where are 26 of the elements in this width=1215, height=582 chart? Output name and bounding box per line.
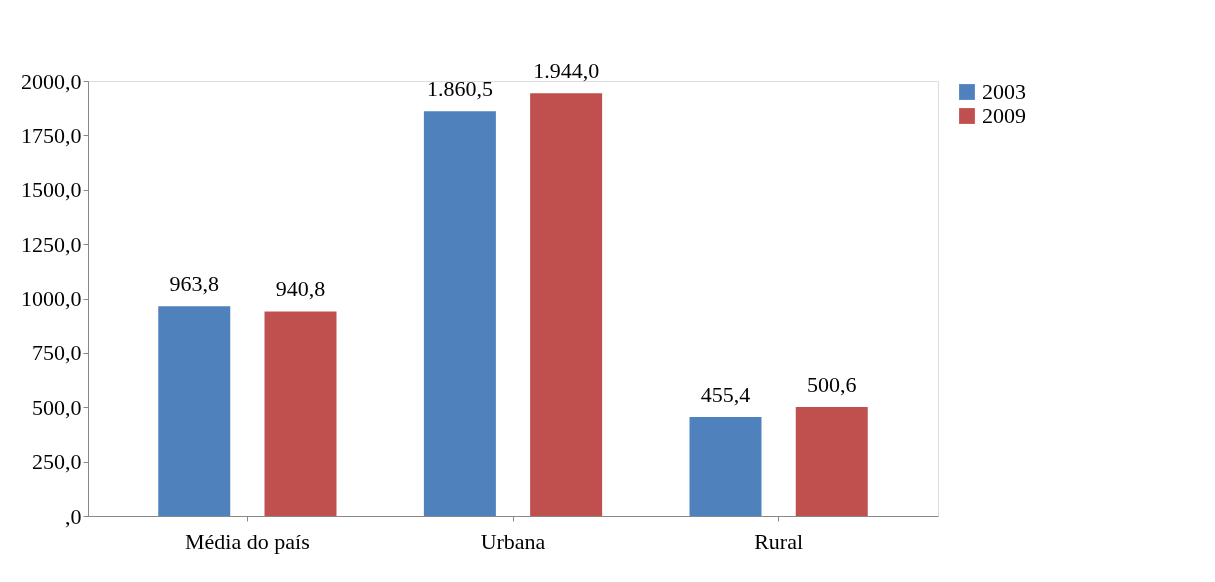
x-tick-label: Média do país bbox=[185, 528, 310, 554]
y-tick-label: 1000,0 bbox=[21, 286, 82, 311]
data-label: 940,8 bbox=[275, 276, 326, 302]
y-tick-label: 250,0 bbox=[32, 449, 82, 475]
data-label: 455,4 bbox=[700, 381, 751, 407]
y-tick-label: 2000,0 bbox=[21, 68, 82, 94]
x-tick-label: Rural bbox=[754, 528, 804, 554]
bar bbox=[530, 93, 603, 516]
data-label: 963,8 bbox=[169, 271, 219, 297]
y-tick-label: 750,0 bbox=[32, 340, 82, 366]
legend-label: 2003 bbox=[982, 79, 1026, 104]
bar bbox=[423, 111, 496, 516]
bar bbox=[264, 311, 337, 516]
legend-label: 2009 bbox=[982, 103, 1026, 128]
y-tick-label: 1250,0 bbox=[21, 231, 82, 257]
y-tick-label: 1750,0 bbox=[21, 122, 82, 148]
bar bbox=[795, 407, 868, 516]
y-tick-label: 500,0 bbox=[32, 394, 82, 420]
data-label: 1.860,5 bbox=[426, 76, 493, 102]
data-label: 1.944,0 bbox=[533, 58, 600, 84]
bar bbox=[689, 416, 762, 516]
x-tick-label: Urbana bbox=[480, 528, 546, 554]
data-label: 500,6 bbox=[807, 372, 857, 398]
bar bbox=[158, 306, 231, 516]
y-tick-label: ,0 bbox=[65, 503, 82, 529]
y-tick-label: 1500,0 bbox=[21, 177, 82, 203]
